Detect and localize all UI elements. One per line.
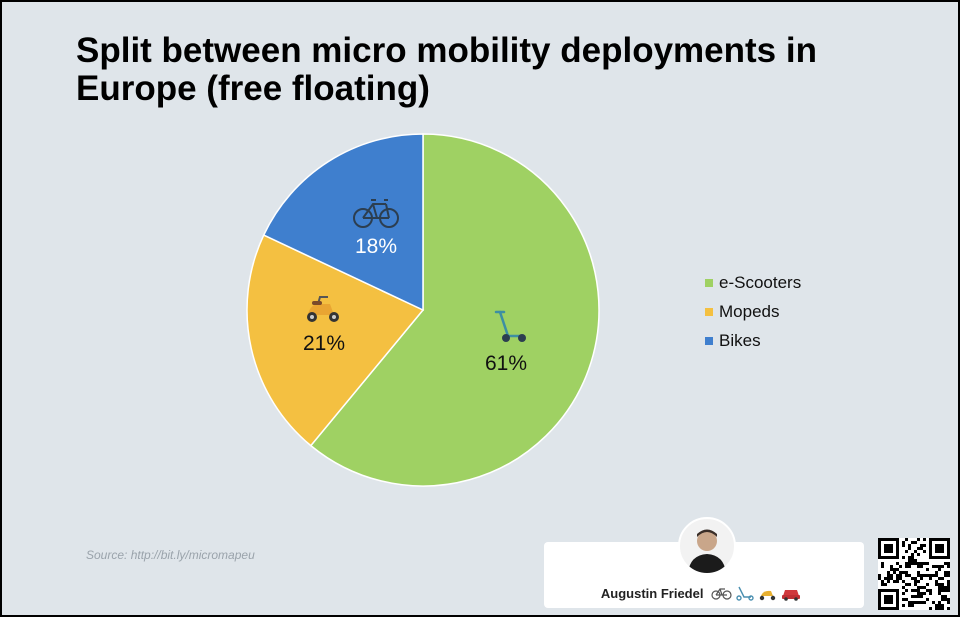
author-line: Augustin Friedel [544, 585, 864, 601]
moped-icon [307, 296, 339, 322]
moped-icon [759, 590, 776, 601]
scooter-icon [494, 310, 526, 342]
pie-slice-bikes [262, 133, 424, 312]
source-note: Source: http://bit.ly/micromapeu [86, 548, 255, 562]
legend-label: Mopeds [719, 301, 780, 321]
legend-label: e-Scooters [719, 272, 802, 292]
data-label-bikes: 18% [355, 235, 397, 258]
legend-label: Bikes [719, 330, 761, 350]
data-label-mopeds: 21% [303, 332, 345, 355]
data-label-e-scooters: 61% [485, 352, 527, 375]
legend-item-bikes: Bikes [705, 326, 801, 355]
qr-code[interactable] [878, 538, 950, 610]
scooter-icon [736, 586, 754, 601]
chart-title: Split between micro mobility deployments… [76, 31, 817, 108]
legend: e-Scooters Mopeds Bikes [705, 268, 801, 355]
bicycle-icon [353, 199, 399, 228]
legend-swatch [705, 336, 713, 345]
car-icon [782, 590, 801, 601]
avatar [678, 517, 736, 575]
pie-slice-mopeds [246, 234, 425, 447]
bicycle-icon [711, 588, 732, 600]
legend-swatch [705, 307, 713, 316]
pie-slice-e-scooters [309, 133, 600, 487]
legend-item-e-scooters: e-Scooters [705, 268, 801, 297]
author-name: Augustin Friedel [600, 586, 704, 601]
legend-item-mopeds: Mopeds [705, 297, 801, 326]
legend-swatch [705, 278, 713, 287]
